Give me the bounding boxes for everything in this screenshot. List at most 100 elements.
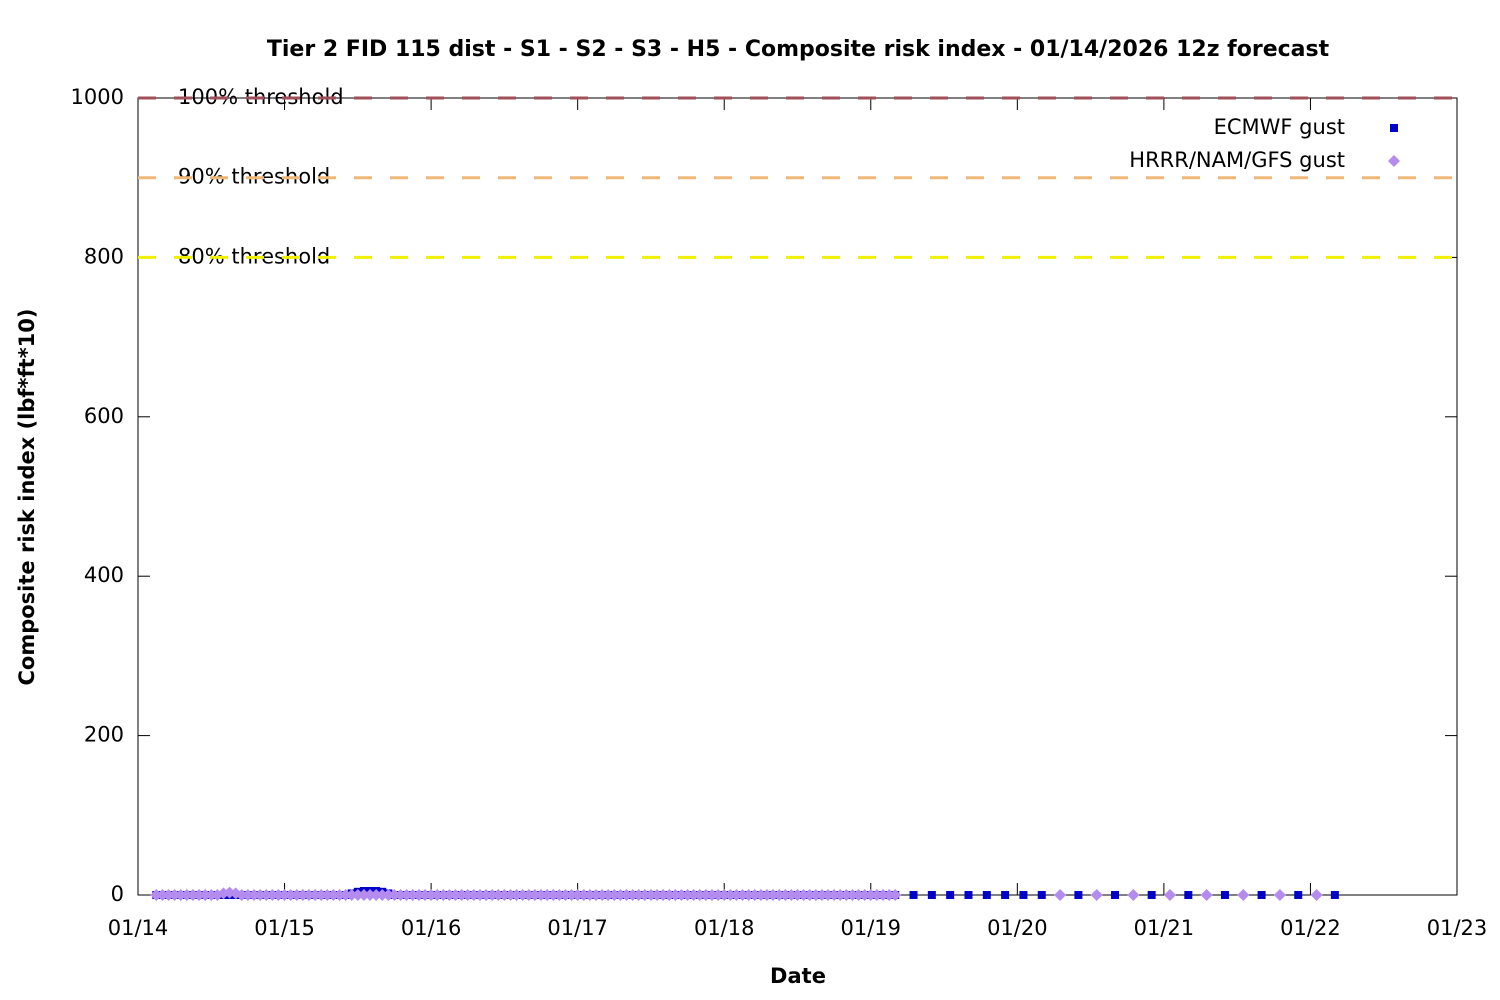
data-point <box>870 889 883 901</box>
data-point <box>150 889 163 901</box>
x-tick-label: 01/23 <box>1427 916 1488 940</box>
y-axis-label: Composite risk index (lbf*ft*10) <box>15 308 39 685</box>
data-point <box>596 889 609 901</box>
data-point <box>779 889 792 901</box>
data-point <box>248 889 261 901</box>
data-point <box>559 889 572 901</box>
x-tick-label: 01/19 <box>841 916 902 940</box>
data-point <box>522 889 535 901</box>
data-point <box>419 889 432 901</box>
data-point <box>266 889 279 901</box>
data-point <box>162 889 175 901</box>
data-point <box>553 889 566 901</box>
data-point <box>767 889 780 901</box>
x-tick-label: 01/16 <box>401 916 462 940</box>
data-point <box>1294 891 1303 899</box>
x-tick-label: 01/21 <box>1134 916 1195 940</box>
data-point <box>706 889 719 901</box>
x-tick-label: 01/15 <box>254 916 315 940</box>
data-point <box>1111 891 1120 899</box>
data-point <box>278 889 291 901</box>
data-point <box>718 889 731 901</box>
data-point <box>272 889 285 901</box>
data-point <box>1019 891 1028 899</box>
data-point <box>724 889 737 901</box>
legend-marker <box>1390 124 1398 132</box>
data-point <box>909 891 918 899</box>
data-point <box>815 889 828 901</box>
data-point <box>309 889 322 901</box>
data-point <box>565 889 578 901</box>
data-point <box>406 889 419 901</box>
data-point <box>412 889 425 901</box>
data-point <box>1237 889 1250 901</box>
data-point <box>803 889 816 901</box>
data-point <box>1001 891 1010 899</box>
data-point <box>516 889 529 901</box>
data-point <box>583 889 596 901</box>
data-point <box>186 889 199 901</box>
data-point <box>473 889 486 901</box>
data-point <box>822 889 835 901</box>
data-point <box>1330 891 1339 899</box>
data-point <box>876 889 889 901</box>
data-point <box>644 889 657 901</box>
data-point <box>742 889 755 901</box>
data-point <box>504 889 517 901</box>
data-point <box>1054 889 1067 901</box>
y-tick-label: 0 <box>111 882 124 906</box>
data-point <box>302 889 315 901</box>
data-point <box>199 889 212 901</box>
data-point <box>486 889 499 901</box>
data-point <box>602 889 615 901</box>
data-point <box>1074 891 1083 899</box>
data-point <box>480 889 493 901</box>
data-point <box>663 889 676 901</box>
data-point <box>535 889 548 901</box>
data-point <box>1090 889 1103 901</box>
data-point <box>449 889 462 901</box>
data-point <box>388 889 401 901</box>
data-point <box>290 889 303 901</box>
x-tick-label: 01/20 <box>987 916 1048 940</box>
data-point <box>785 889 798 901</box>
data-point <box>571 889 584 901</box>
data-point <box>675 889 688 901</box>
data-point <box>174 889 187 901</box>
y-tick-label: 400 <box>84 563 124 587</box>
data-point <box>327 889 340 901</box>
y-tick-label: 600 <box>84 404 124 428</box>
x-tick-label: 01/18 <box>694 916 755 940</box>
data-point <box>370 889 383 901</box>
data-point <box>443 889 456 901</box>
data-point <box>455 889 468 901</box>
data-point <box>760 889 773 901</box>
data-point <box>883 889 896 901</box>
data-point <box>315 889 328 901</box>
data-point <box>260 889 273 901</box>
data-point <box>351 889 364 901</box>
data-point <box>828 889 841 901</box>
data-point <box>809 889 822 901</box>
data-point <box>773 889 786 901</box>
data-point <box>333 889 346 901</box>
data-point <box>254 889 267 901</box>
data-point <box>1257 891 1266 899</box>
data-point <box>964 891 973 899</box>
chart-title: Tier 2 FID 115 dist - S1 - S2 - S3 - H5 … <box>267 37 1330 62</box>
data-point <box>834 889 847 901</box>
data-point <box>620 889 633 901</box>
data-point <box>510 889 523 901</box>
legend-label: HRRR/NAM/GFS gust <box>1129 148 1345 172</box>
data-point <box>492 889 505 901</box>
data-point <box>235 889 248 901</box>
data-point <box>614 889 627 901</box>
data-point <box>168 889 181 901</box>
data-point <box>797 889 810 901</box>
data-point <box>699 889 712 901</box>
x-tick-label: 01/22 <box>1280 916 1341 940</box>
data-point <box>748 889 761 901</box>
data-point <box>687 889 700 901</box>
data-point <box>467 889 480 901</box>
